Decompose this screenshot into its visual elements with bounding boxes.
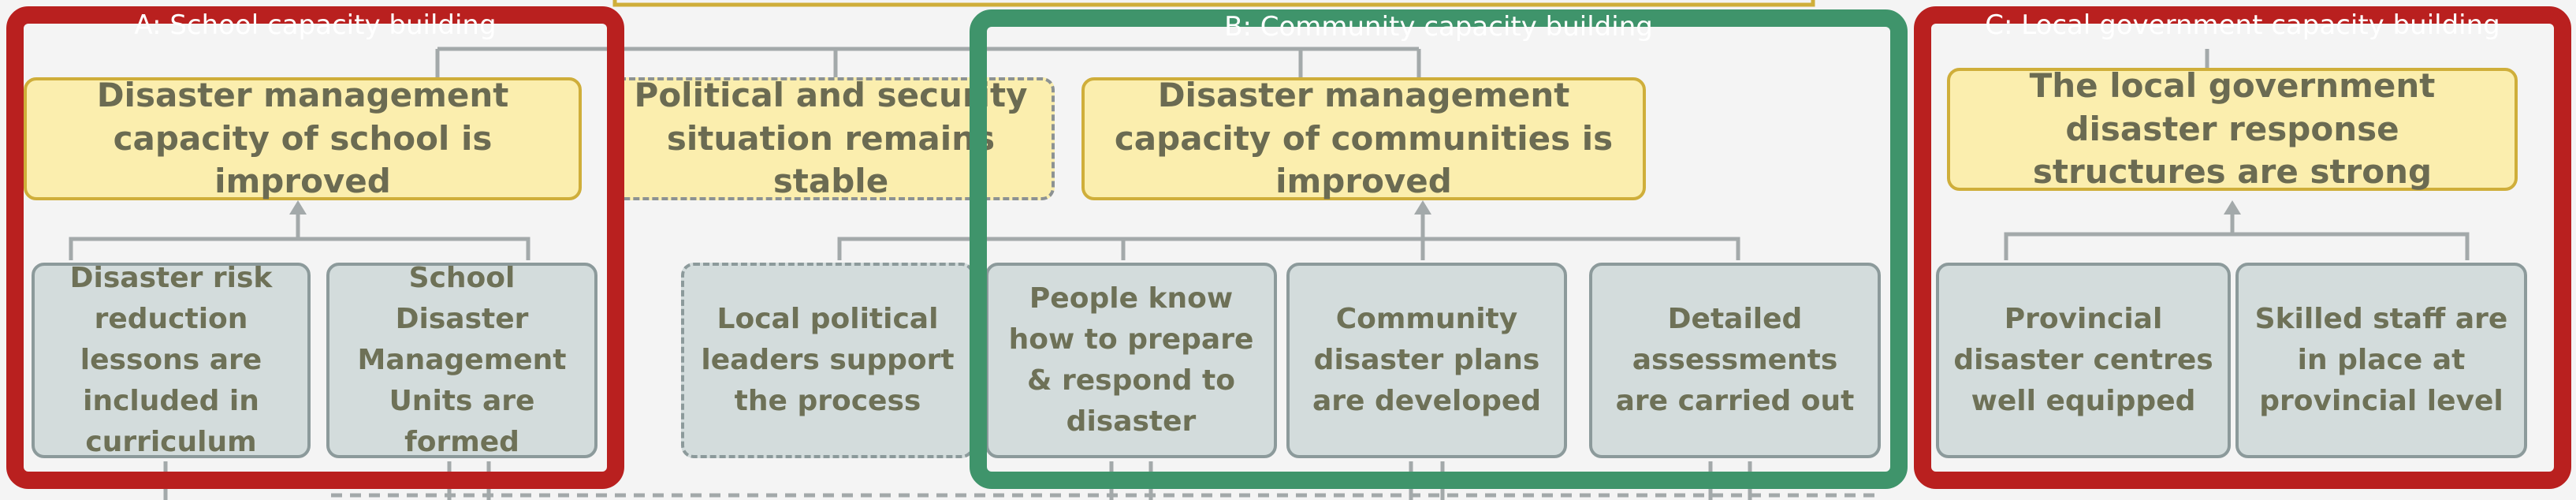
section-b-frame [970, 9, 1908, 489]
output-drr-lessons-text: Disaster risk reduction lessons are incl… [69, 261, 273, 459]
output-sdmu-formed: School Disaster Management Units are for… [326, 262, 597, 458]
section-a-frame [6, 6, 624, 489]
output-skilled-staff-text: Skilled staff are in place at provincial… [2254, 302, 2508, 418]
output-assessments: Detailed assessments are carried out [1589, 263, 1881, 458]
output-drr-lessons: Disaster risk reduction lessons are incl… [32, 262, 311, 458]
section-a-label: A: School capacity building [134, 9, 497, 41]
outcome-local-gov-text: The local government disaster response s… [2029, 66, 2436, 192]
output-people-prepare: People know how to prepare & respond to … [985, 263, 1277, 458]
output-provincial-centres: Provincial disaster centres well equippe… [1936, 263, 2231, 458]
output-provincial-centres-text: Provincial disaster centres well equippe… [1953, 302, 2213, 418]
assumption-political-text: Political and security situation remains… [634, 76, 1028, 201]
outcome-school-capacity: Disaster management capacity of school i… [24, 76, 582, 201]
section-c-label: C: Local government capacity building [1985, 9, 2500, 41]
output-political-leaders-text: Local political leaders support the proc… [701, 302, 955, 418]
outcome-community-capacity: Disaster management capacity of communit… [1081, 76, 1646, 201]
outcome-local-government: The local government disaster response s… [1947, 66, 2518, 192]
output-political-leaders: Local political leaders support the proc… [681, 263, 974, 458]
section-c-frame [1914, 6, 2571, 489]
output-sdmu-text: School Disaster Management Units are for… [357, 261, 567, 459]
outcome-community-text: Disaster management capacity of communit… [1114, 76, 1614, 201]
output-skilled-staff: Skilled staff are in place at provincial… [2235, 263, 2527, 458]
goal-box-edge [612, 0, 1815, 7]
output-community-plans: Community disaster plans are developed [1286, 263, 1567, 458]
outcome-school-text: Disaster management capacity of school i… [96, 76, 509, 201]
output-people-prepare-text: People know how to prepare & respond to … [1008, 282, 1254, 438]
output-assessments-text: Detailed assessments are carried out [1615, 302, 1855, 418]
section-b-label: B: Community capacity building [1224, 11, 1653, 43]
output-community-plans-text: Community disaster plans are developed [1312, 302, 1542, 418]
